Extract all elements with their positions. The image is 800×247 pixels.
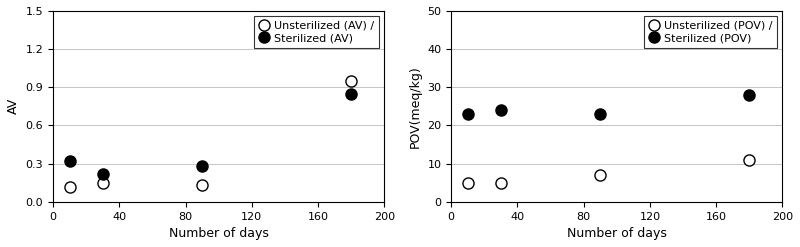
X-axis label: Number of days: Number of days (567, 227, 666, 240)
Unsterilized (AV) / (346, 80, 356, 82)
Y-axis label: AV: AV (7, 98, 20, 115)
Unsterilized (POV) / (463, 181, 473, 184)
Unsterilized (POV) / (595, 174, 605, 177)
Y-axis label: POV(meq/kg): POV(meq/kg) (409, 65, 422, 148)
Sterilized (POV) (745, 93, 754, 96)
Sterilized (POV) (595, 113, 605, 116)
X-axis label: Number of days: Number of days (169, 227, 269, 240)
Unsterilized (POV) / (496, 181, 506, 184)
Line: Unsterilized (AV) /: Unsterilized (AV) / (64, 75, 357, 192)
Sterilized (POV) (463, 113, 473, 116)
Legend: Unsterilized (AV) /, Sterilized (AV): Unsterilized (AV) /, Sterilized (AV) (254, 17, 378, 48)
Unsterilized (AV) / (198, 184, 207, 187)
Sterilized (AV) (98, 172, 107, 175)
Unsterilized (AV) / (65, 185, 74, 188)
Unsterilized (POV) / (745, 158, 754, 161)
Line: Unsterilized (POV) /: Unsterilized (POV) / (462, 154, 755, 188)
Line: Sterilized (POV): Sterilized (POV) (462, 89, 755, 120)
Sterilized (AV) (198, 165, 207, 168)
Line: Sterilized (AV): Sterilized (AV) (64, 88, 357, 179)
Sterilized (AV) (346, 92, 356, 95)
Sterilized (POV) (496, 109, 506, 112)
Legend: Unsterilized (POV) /, Sterilized (POV): Unsterilized (POV) /, Sterilized (POV) (644, 17, 777, 48)
Sterilized (AV) (65, 160, 74, 163)
Unsterilized (AV) / (98, 181, 107, 184)
